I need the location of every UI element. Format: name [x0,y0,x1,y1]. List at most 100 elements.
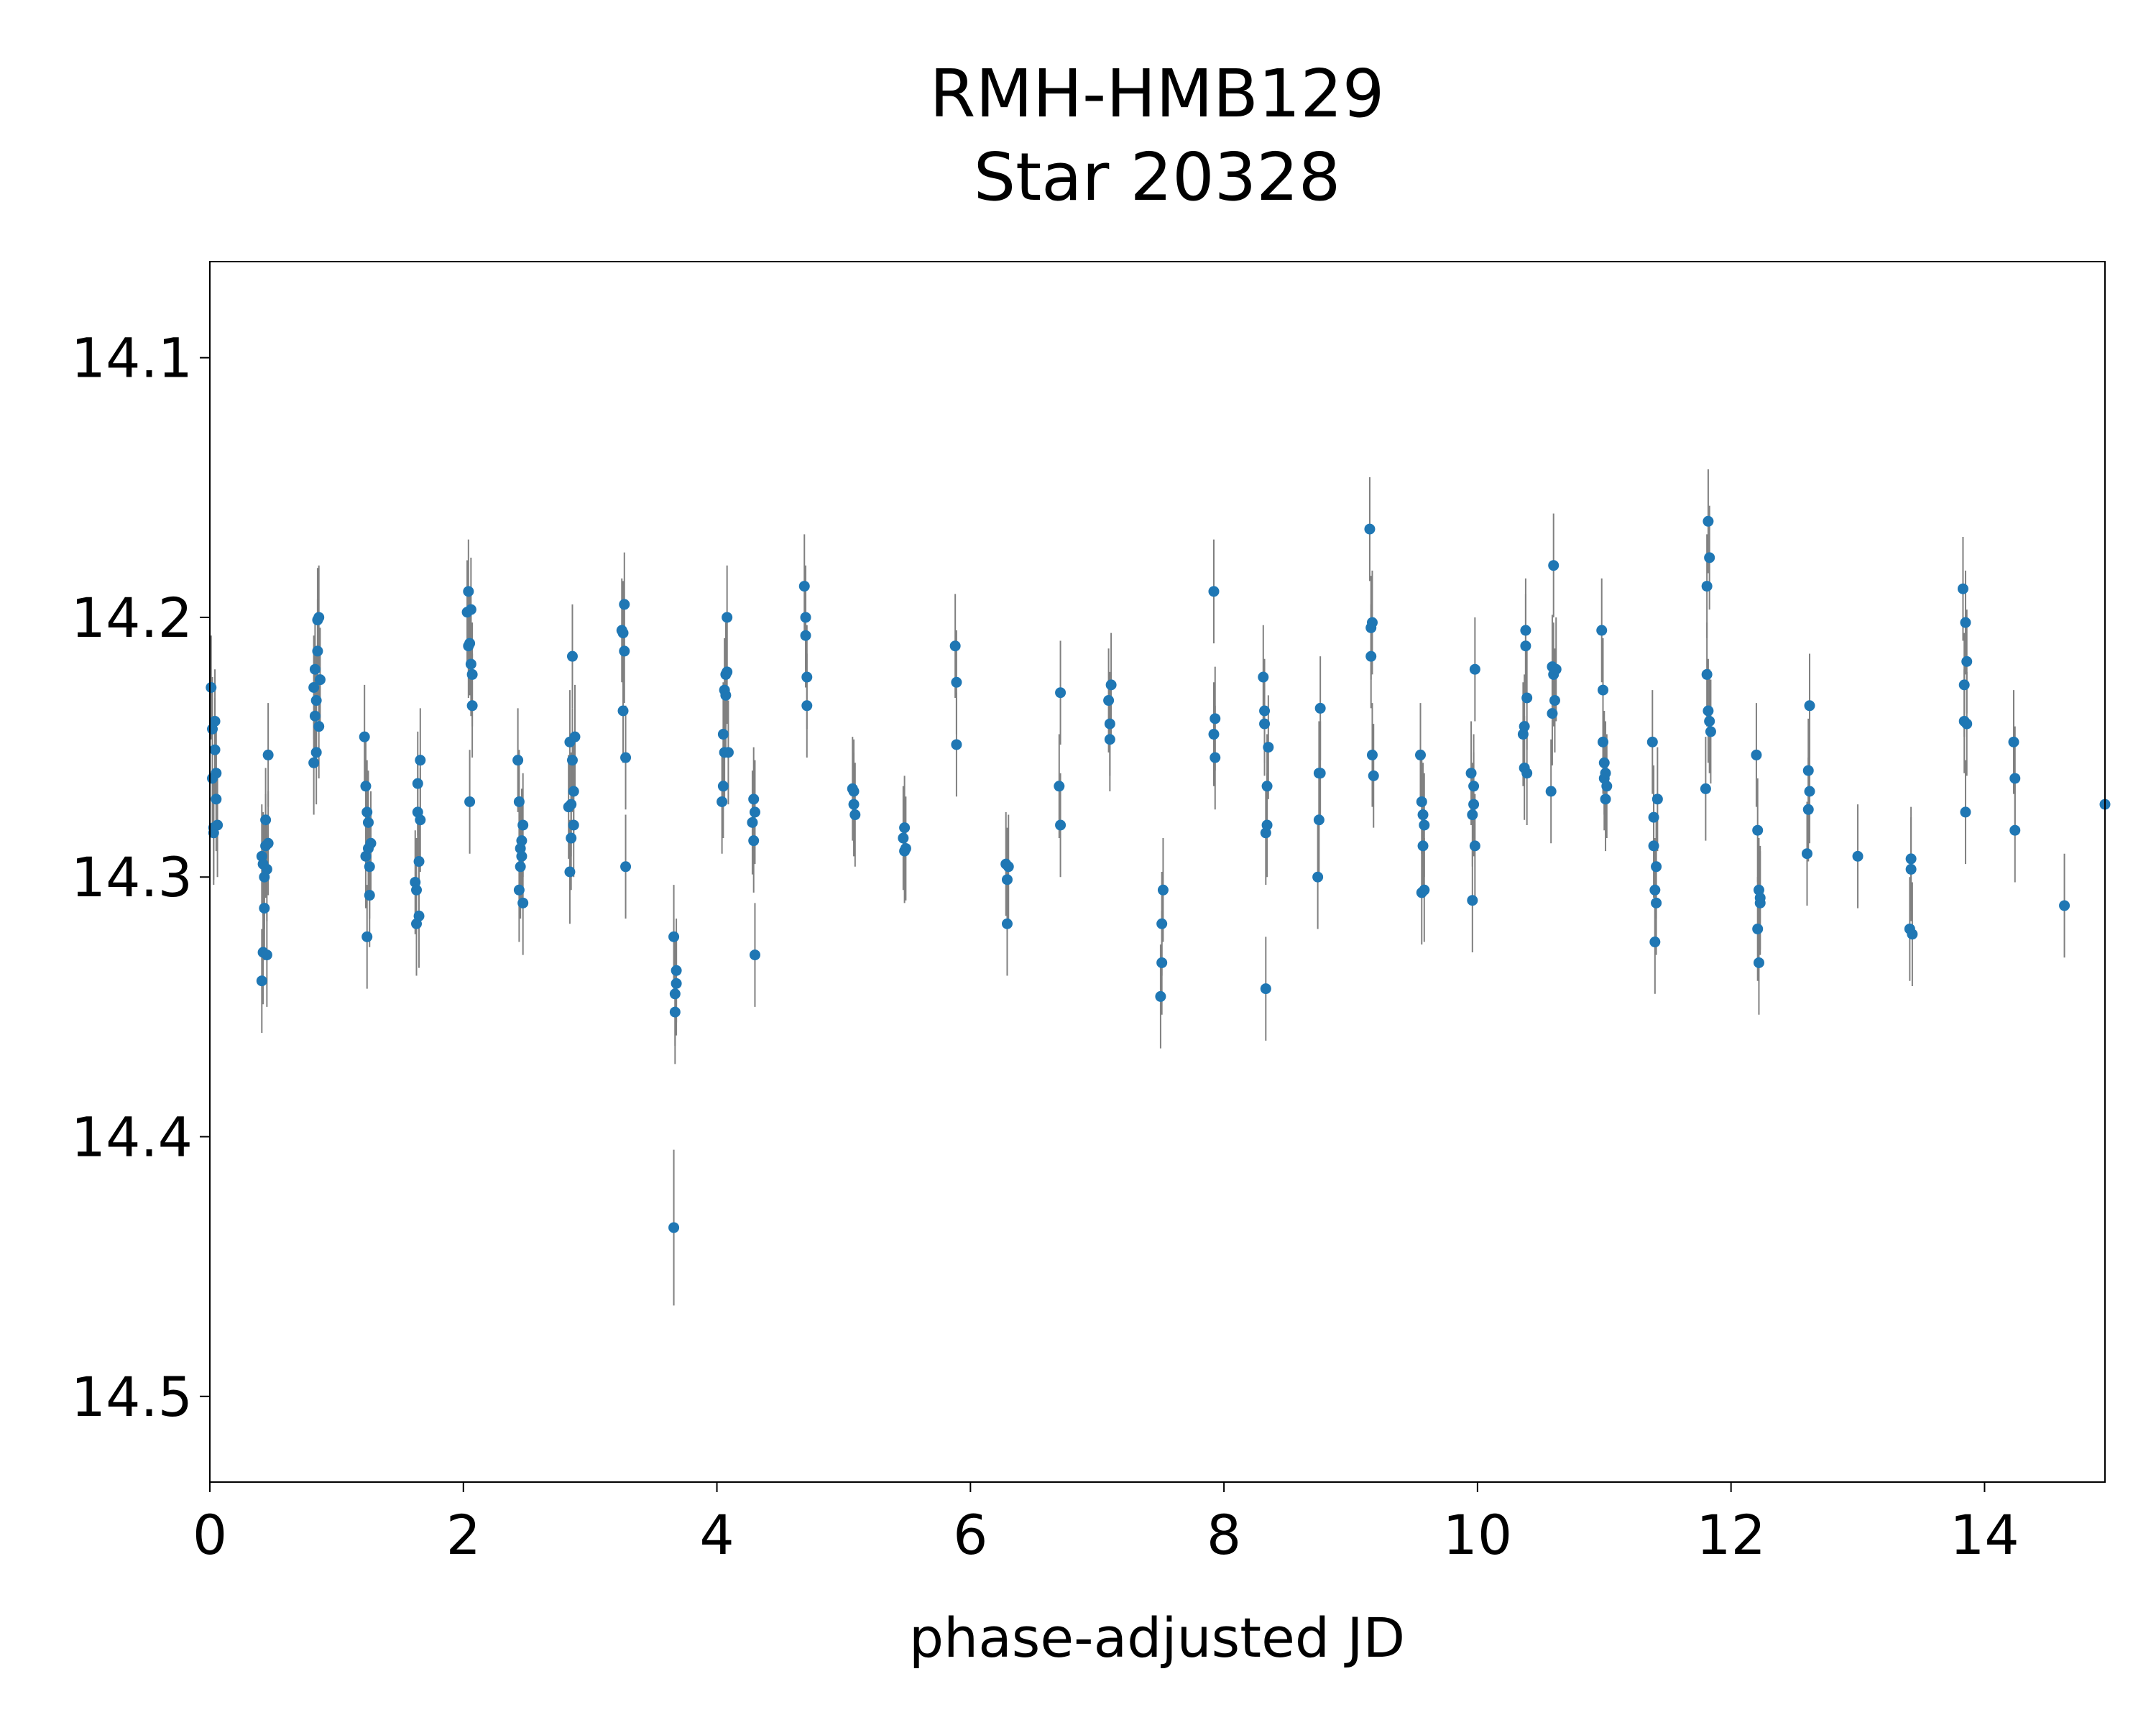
data-point [1419,819,1430,831]
x-tick-label: 8 [1207,1503,1241,1567]
data-point [415,814,426,826]
data-point [1753,957,1764,968]
data-point [722,666,733,678]
data-point [313,612,325,623]
data-point [1366,749,1378,760]
data-point [1646,736,1658,748]
data-point [1752,923,1764,934]
data-point [1802,804,1814,815]
data-point [466,668,478,680]
data-point [848,786,860,797]
data-point [312,645,323,657]
data-point [1600,768,1611,779]
data-point [364,861,375,873]
data-point [309,663,321,675]
data-point [1468,781,1480,792]
data-point [360,781,372,792]
data-point [516,835,528,847]
data-point [800,630,811,641]
data-point [1651,861,1662,873]
data-point [722,612,733,623]
data-point [1208,586,1220,597]
x-tick-label: 14 [1950,1503,2019,1567]
data-point [262,749,274,760]
data-point [313,721,325,732]
data-point [413,910,425,921]
data-point [1467,809,1478,821]
data-point [1419,884,1430,896]
data-point [206,681,217,693]
data-point [900,842,911,854]
data-point [1465,768,1477,779]
data-point [717,729,729,740]
data-point [1649,937,1661,948]
chart-title-line-2: Star 20328 [974,139,1341,216]
data-point [1754,892,1766,903]
data-point [617,705,629,717]
data-point [848,799,860,810]
data-point [1752,824,1764,836]
x-axis: 0 2 4 6 8 10 12 14 [193,1482,2019,1567]
data-point [619,599,630,610]
data-point [262,837,274,849]
data-point [671,965,682,976]
data-point [1751,749,1762,760]
data-point [411,884,423,896]
x-tick-label: 4 [699,1503,734,1567]
data-point [569,731,581,742]
data-point [1704,715,1715,727]
data-point [513,884,525,896]
data-point [1001,918,1013,929]
data-point [749,806,760,818]
data-point [669,988,681,1000]
data-point [1003,861,1014,873]
data-point [211,794,222,805]
data-point [260,814,272,826]
data-point [1156,918,1168,929]
data-point [1705,726,1716,737]
data-point [1651,897,1662,908]
data-point [566,650,578,662]
data-point [412,778,423,789]
data-points [206,515,2111,1233]
data-point [566,799,577,810]
data-point [1852,850,1864,862]
data-point [1104,718,1115,730]
data-point [463,586,474,597]
data-point [1260,983,1271,995]
data-point [261,949,272,961]
data-point [1957,583,1968,594]
data-point [209,744,221,755]
data-point [1703,705,1714,717]
data-point [1598,757,1610,768]
data-point [362,816,374,828]
data-point [365,837,377,849]
data-point [1804,786,1815,797]
data-point [1961,656,1973,667]
data-point [1417,809,1429,821]
chart-title-line-1: RMH-HMB129 [930,55,1385,132]
data-point [1105,679,1117,691]
data-point [1364,523,1376,535]
data-point [1366,617,1378,628]
data-point [310,695,322,707]
data-point [211,768,222,779]
data-point [748,794,760,805]
y-tick-label: 14.5 [71,1365,193,1429]
data-point [1905,863,1917,875]
data-point [1521,768,1533,779]
data-point [1804,700,1815,712]
data-point [1259,705,1271,717]
data-point [465,658,476,670]
data-point [949,640,961,652]
plot-area [206,469,2111,1306]
data-point [310,747,322,758]
data-point [1601,781,1613,792]
data-point [309,710,321,722]
y-tick-label: 14.4 [71,1105,193,1169]
data-point [1261,819,1273,831]
data-point [619,645,630,657]
data-point [413,856,425,868]
data-point [2008,736,2019,748]
